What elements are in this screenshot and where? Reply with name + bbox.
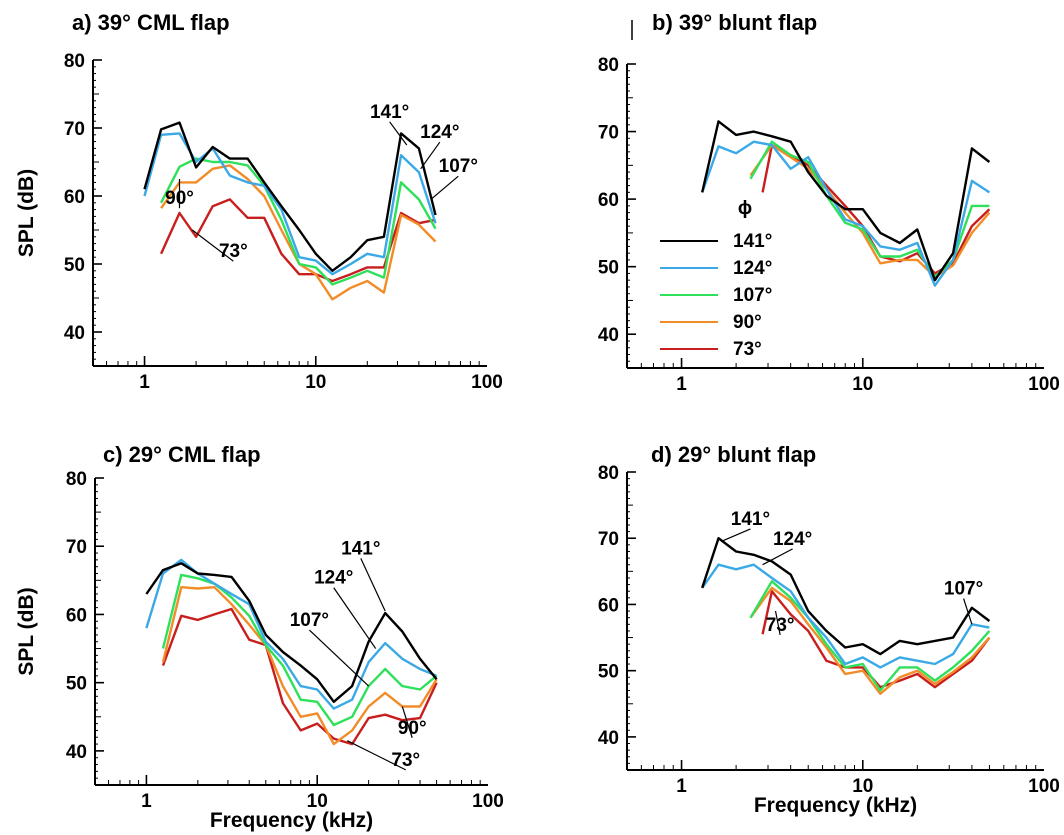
series-line-107 (160, 157, 437, 286)
x-axis-label: Frequency (kHz) (754, 794, 917, 817)
x-tick-label: 10 (852, 776, 873, 797)
annotation-label: 124° (420, 122, 459, 143)
annotation-leader (963, 598, 973, 625)
x-tick-label: 100 (471, 372, 503, 393)
annotation-label: 73° (766, 615, 795, 636)
annotation-leader (420, 141, 441, 170)
y-tick-label: 60 (66, 605, 87, 626)
panel-b: b) 39° blunt flap 40 50 60 70 80 1 10 100 ϕ 141° 12… (598, 10, 1060, 395)
annotation-leader (389, 121, 408, 146)
y-tick-label: 80 (598, 55, 619, 76)
annotation-label: 90° (165, 188, 194, 209)
annotation-label: 73° (391, 750, 420, 771)
annotation-label: 141° (370, 102, 409, 123)
x-tick-label: 1 (139, 372, 150, 393)
annotation-leader (333, 587, 377, 649)
series-line-141 (145, 562, 438, 703)
panel-title: d) 29° blunt flap (651, 442, 816, 467)
y-tick-label: 40 (66, 742, 87, 763)
y-tick-label: 50 (598, 258, 619, 279)
annotation-leader (401, 706, 413, 739)
x-tick-label: 10 (305, 372, 326, 393)
annotation-leader (762, 548, 793, 566)
panel-c: c) 29° CML flap 40 50 60 70 80 1 10 100 SPL (dB) F… (15, 442, 504, 832)
annotation-leader (308, 629, 370, 687)
series-line-107 (749, 580, 991, 692)
series-line-141 (143, 121, 437, 272)
panel-title: c) 29° CML flap (103, 442, 261, 467)
series-line-90 (749, 586, 991, 695)
legend-label: 124° (733, 258, 772, 279)
legend-title: ϕ (738, 198, 752, 219)
y-tick-label: 50 (64, 255, 85, 276)
panel-title: b) 39° blunt flap (652, 10, 817, 35)
panel-d: d) 29° blunt flap 40 50 60 70 80 1 10 100 Frequen… (598, 442, 1060, 817)
y-tick-label: 70 (66, 537, 87, 558)
y-tick-label: 60 (598, 595, 619, 616)
y-tick-label: 80 (598, 463, 619, 484)
x-tick-label: 100 (1028, 776, 1060, 797)
y-tick-label: 70 (598, 123, 619, 144)
y-tick-label: 40 (64, 323, 85, 344)
x-tick-label: 100 (472, 791, 504, 812)
series-line-107 (161, 573, 438, 727)
panel-title: a) 39° CML flap (72, 10, 230, 35)
panel-a: a) 39° CML flap 40 50 60 70 80 1 10 100 SPL (dB) 1… (15, 10, 503, 393)
x-tick-label: 1 (141, 791, 152, 812)
x-tick-label: 10 (852, 374, 873, 395)
annotation-leader (347, 740, 407, 771)
series-line-141 (701, 537, 991, 656)
legend-label: 141° (733, 231, 772, 252)
annotation-label: 141° (731, 509, 770, 530)
y-tick-label: 80 (66, 469, 87, 490)
series-line-124 (701, 140, 991, 287)
series-line-124 (701, 563, 990, 669)
series-line-124 (145, 558, 438, 710)
x-tick-label: 10 (307, 791, 328, 812)
annotation-label: 107° (439, 156, 478, 177)
annotation-leader (191, 229, 234, 262)
y-tick-label: 50 (598, 662, 619, 683)
series-line-73 (161, 607, 438, 746)
y-tick-label: 50 (66, 674, 87, 695)
annotation-label: 73° (219, 241, 248, 262)
legend-label: 90° (733, 312, 762, 333)
series-line-90 (161, 586, 438, 746)
annotation-label: 107° (944, 579, 983, 600)
y-tick-label: 70 (64, 119, 85, 140)
annotation-label: 124° (773, 529, 812, 550)
annotation-label: 90° (398, 718, 427, 739)
y-tick-label: 60 (64, 187, 85, 208)
y-tick-label: 80 (64, 51, 85, 72)
annotation-leader (720, 528, 751, 543)
annotation-leader (774, 610, 781, 636)
legend-label: 107° (733, 285, 772, 306)
y-tick-label: 60 (598, 190, 619, 211)
y-tick-label: 70 (598, 529, 619, 550)
legend: ϕ 141° 124° 107° 90° 73° (660, 198, 772, 360)
annotation-label: 124° (314, 568, 353, 589)
x-tick-label: 1 (676, 776, 687, 797)
x-axis-label: Frequency (kHz) (210, 809, 373, 832)
y-tick-label: 40 (598, 728, 619, 749)
annotation-leader (430, 175, 459, 200)
legend-label: 73° (733, 339, 762, 360)
annotation-leader (360, 558, 386, 612)
y-axis-label: SPL (dB) (15, 587, 38, 675)
x-tick-label: 1 (676, 374, 687, 395)
y-tick-label: 40 (598, 325, 619, 346)
annotation-label: 107° (290, 610, 329, 631)
annotation-label: 141° (341, 538, 380, 559)
y-axis-label: SPL (dB) (15, 169, 38, 257)
series-line-90 (749, 143, 991, 278)
series-line-141 (701, 120, 991, 282)
x-tick-label: 100 (1028, 374, 1060, 395)
